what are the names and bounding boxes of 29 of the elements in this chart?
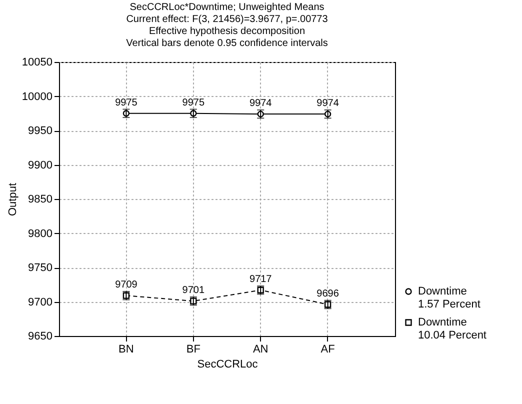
x-tick-label: AF (320, 344, 336, 356)
x-tick-label: AN (252, 344, 268, 356)
data-label: 9709 (115, 280, 138, 291)
data-label: 9974 (316, 98, 340, 110)
y-tick-label: 9900 (28, 159, 52, 172)
y-tick-label: 9650 (28, 330, 52, 342)
y-tick-label: 9700 (28, 296, 52, 308)
y-tick-label: 10000 (22, 90, 52, 103)
data-label: 9975 (182, 97, 205, 108)
data-label: 9717 (249, 274, 272, 286)
data-label: 9974 (249, 98, 272, 110)
chart-title: SecCCRLoc*Downtime; Unweighted Means (130, 2, 324, 13)
legend-label: Downtime 1.57 Percent (418, 286, 480, 310)
text: Current effect: F(3, 21456)=3.9677, p=.00773 (126, 14, 328, 25)
x-axis-title: SecCCRLoc (197, 358, 258, 370)
x-tick-label: BF (186, 344, 201, 356)
y-tick-label: 10050 (22, 56, 52, 68)
y-tick-label: 9850 (28, 194, 52, 206)
legend-label: Downtime 10.04 Percent (418, 316, 486, 342)
y-tick-label: 9800 (28, 228, 52, 240)
data-label: 9701 (182, 285, 205, 296)
text: Vertical bars denote 0.95 confidence intervals (126, 38, 328, 49)
y-axis-title: Output (6, 182, 19, 216)
data-label: 9696 (316, 288, 340, 300)
text: Effective hypothesis decomposition (148, 26, 306, 37)
y-tick-label: 9750 (28, 262, 52, 274)
x-tick-label: BN (118, 344, 134, 356)
data-label: 9975 (115, 97, 138, 108)
y-tick-label: 9950 (28, 125, 52, 137)
